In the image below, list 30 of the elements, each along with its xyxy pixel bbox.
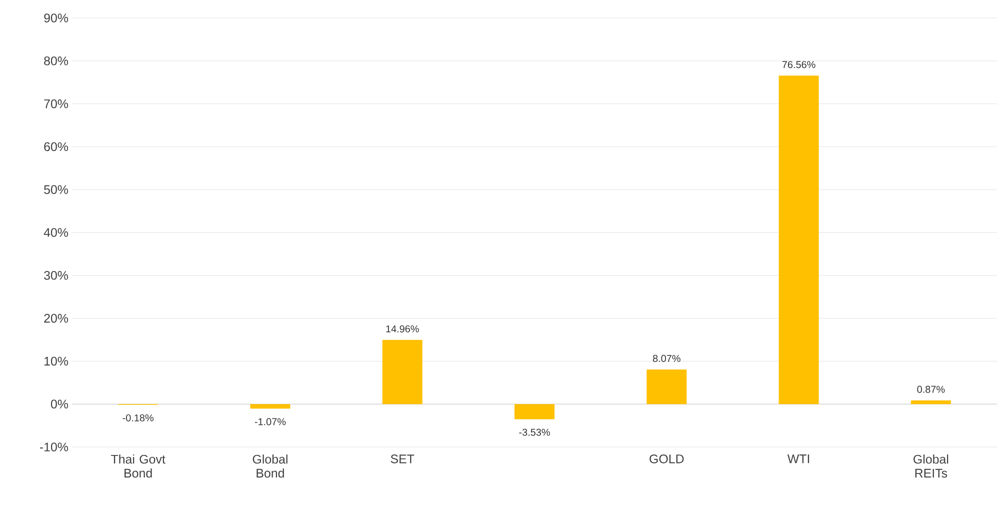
x-tick-label: Global Bond (252, 454, 288, 478)
y-tick-label: 60% (44, 142, 68, 152)
x-tick-label: GOLD (650, 454, 684, 464)
bar (514, 404, 555, 420)
y-tick-label: 30% (44, 270, 68, 280)
y-tick-label: 40% (44, 228, 68, 237)
data-label: 0.87% (917, 386, 945, 393)
x-tick-label: Global REITs (914, 454, 948, 478)
data-label: -1.07% (254, 418, 286, 426)
y-tick-label: 10% (44, 356, 68, 366)
y-tick-label: 70% (44, 99, 68, 108)
bar (910, 400, 951, 404)
y-tick-label: -10% (40, 442, 68, 452)
bar (250, 404, 290, 409)
y-tick-label: 0% (50, 400, 68, 408)
x-tick-label: WTI (787, 454, 810, 464)
y-tick-label: 80% (44, 56, 68, 66)
y-tick-label: 90% (44, 14, 68, 22)
data-label: 76.56% (782, 61, 816, 68)
data-label: -0.18% (122, 414, 154, 422)
data-label: 14.96% (386, 325, 419, 332)
y-tick-label: 20% (44, 314, 68, 323)
y-tick-label: 50% (44, 185, 68, 194)
bar (382, 340, 422, 404)
bar (646, 369, 687, 404)
data-label: 8.07% (652, 354, 680, 362)
data-label: -3.53% (519, 428, 550, 436)
x-tick-label: SET (390, 454, 414, 464)
x-tick-label: Thai Govt Bond (111, 454, 166, 478)
bar (778, 76, 819, 404)
